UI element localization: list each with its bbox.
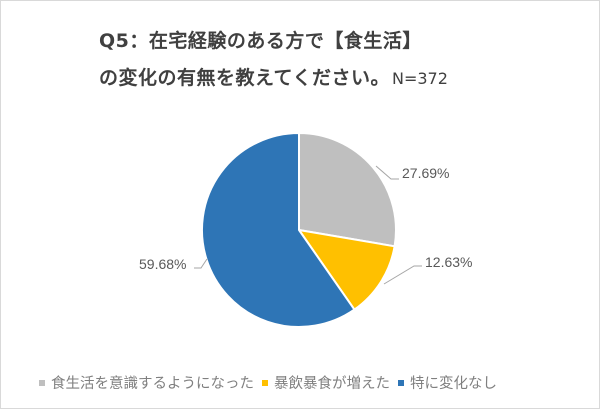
- chart-title-line2: の変化の有無を教えてください。 N=372: [99, 60, 559, 97]
- legend-marker-gray-icon: [39, 379, 45, 386]
- legend-marker-yellow-icon: [262, 379, 268, 386]
- leader-line-slice2: [383, 265, 422, 285]
- leader-line-slice3: [194, 258, 208, 269]
- legend-item-conscious-diet[interactable]: 食生活を意識するようになった: [39, 372, 254, 393]
- chart-legend: 食生活を意識するようになった 暴飲暴食が増えた 特に変化なし: [39, 372, 579, 393]
- pie-slice-conscious-diet[interactable]: [298, 132, 397, 248]
- legend-label: 食生活を意識するようになった: [51, 376, 254, 392]
- legend-marker-blue-icon: [398, 379, 404, 386]
- chart-title-line2-text: の変化の有無を教えてください。: [99, 67, 390, 89]
- pie-slice-overeating[interactable]: [298, 229, 396, 311]
- sample-size-label: N=372: [391, 69, 448, 88]
- data-label-slice2: 12.63%: [425, 254, 473, 270]
- data-label-slice3: 59.68%: [139, 256, 187, 272]
- legend-label: 暴飲暴食が増えた: [274, 376, 390, 392]
- leader-line-slice1: [375, 165, 399, 180]
- data-label-slice1: 27.69%: [402, 165, 450, 181]
- chart-title: Q5：在宅経験のある方で【食生活】 の変化の有無を教えてください。 N=372: [99, 23, 559, 97]
- chart-title-line1: Q5：在宅経験のある方で【食生活】: [99, 30, 422, 52]
- legend-item-overeating[interactable]: 暴飲暴食が増えた: [262, 372, 390, 393]
- legend-item-no-change[interactable]: 特に変化なし: [398, 372, 497, 393]
- legend-label: 特に変化なし: [410, 376, 497, 392]
